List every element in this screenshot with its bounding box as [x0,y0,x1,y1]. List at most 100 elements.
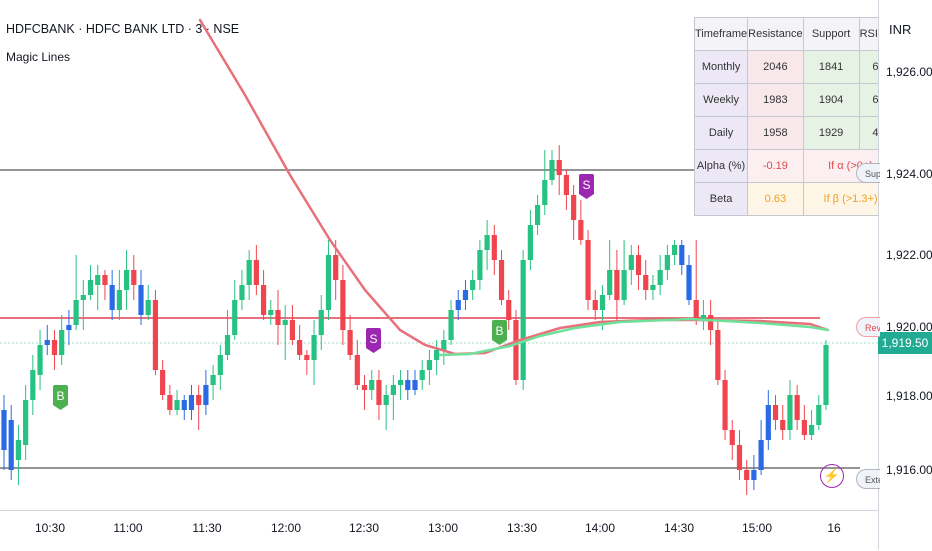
time-tick: 13:30 [506,521,538,535]
table-cell: 1983 [747,83,804,117]
candle-body [419,370,425,380]
candle-body [311,335,317,360]
currency-label[interactable]: INR [889,22,912,37]
table-cell: 1958 [747,116,804,150]
candle-body [621,270,627,300]
candle-body [787,395,793,430]
price-scale[interactable] [878,0,932,550]
candle-body [8,420,14,470]
candle-body [650,285,656,290]
candle-body [729,430,735,445]
candle-body [246,260,252,285]
support-line-tag[interactable]: Support [856,163,880,183]
candle-body [484,235,490,250]
sell-signal-marker[interactable]: S [366,328,381,353]
candle-body [405,380,411,390]
candle-body [203,385,209,405]
candle-body [376,380,382,405]
candle-body [232,300,238,335]
candle-body [275,310,281,325]
candle-body [23,400,29,445]
candle-body [196,395,202,405]
levels-table: Timeframe Resistance Support RSI(14) Mon… [693,17,899,216]
candle-body [87,280,94,295]
table-cell: Alpha (%) [693,149,749,183]
price-tick: 1,926.00 [886,65,932,79]
candle-body [15,440,22,460]
candle-body [592,300,598,310]
table-cell: Timeframe [693,17,749,51]
candle-body [758,440,764,470]
candle-body [160,370,166,395]
candle-body [434,350,440,360]
price-tick: 1,924.00 [886,167,932,181]
candle-body [520,260,526,380]
candle-body [462,290,469,300]
table-row: Weekly 1983 1904 60 [693,83,899,117]
candle-body [37,345,43,375]
candle-body [260,285,267,315]
table-cell: 2046 [747,50,804,84]
candle-body [823,345,829,405]
candle-body [657,270,663,285]
price-tick: 1,916.00 [886,463,932,477]
candle-body [174,400,180,410]
candle-body [426,360,433,370]
time-tick: 12:00 [270,521,302,535]
table-cell: Support [802,17,860,51]
candle-body [181,400,187,410]
candle-body [751,470,757,480]
table-row-beta: Beta 0.63 If β (>1.3+) [693,182,899,216]
candle-body [390,385,396,395]
candle-body [131,270,137,285]
table-cell: 0.63 [747,182,804,216]
candle-body [224,335,231,355]
table-cell: Resistance [747,17,804,51]
candle-body [679,245,685,265]
candle-body [109,285,115,310]
candle-body [455,300,461,310]
time-tick: 16 [827,521,841,535]
candle-body [527,225,533,260]
candle-body [268,310,274,315]
candle-body [801,420,807,435]
candle-body [722,380,728,430]
reversal-line-tag[interactable]: Reversal [856,317,880,337]
candle-body [744,470,750,480]
candle-body [628,255,634,270]
time-tick: 15:00 [741,521,773,535]
indicator-name[interactable]: Magic Lines [6,50,71,64]
candle-body [700,315,707,320]
candle-body [491,235,497,260]
lightning-bolt-icon[interactable]: ⚡ [820,464,844,488]
candle-body [1,410,7,450]
candle-body [217,355,223,375]
price-chart[interactable] [0,0,878,510]
extension-line-tag[interactable]: Extension [856,469,880,489]
candle-body [664,255,670,270]
candle-body [412,380,418,390]
candle-body [253,260,259,285]
candle-body [80,295,86,300]
candle-body [715,330,721,380]
candle-body [383,395,389,405]
sell-signal-marker[interactable]: S [579,174,594,199]
table-cell: Monthly [693,50,749,84]
symbol-title: HDFCBANK · HDFC BANK LTD · 3 · NSE [6,22,240,36]
buy-signal-marker[interactable]: B [53,385,68,410]
time-tick: 14:30 [663,521,695,535]
candle-body [95,275,101,285]
candle-body [549,160,555,180]
candle-body [614,270,620,300]
candle-body [765,405,771,440]
trend-green-line [438,317,830,357]
time-axis[interactable]: 10:30 11:00 11:30 12:00 12:30 13:00 13:3… [0,510,878,551]
candle-body [708,315,714,330]
buy-signal-marker[interactable]: B [492,320,507,345]
time-tick: 12:30 [348,521,380,535]
table-cell: Daily [693,116,749,150]
time-tick: 13:00 [427,521,459,535]
candle-body [542,180,548,205]
candle-body [671,245,678,255]
candle-body [361,385,368,390]
